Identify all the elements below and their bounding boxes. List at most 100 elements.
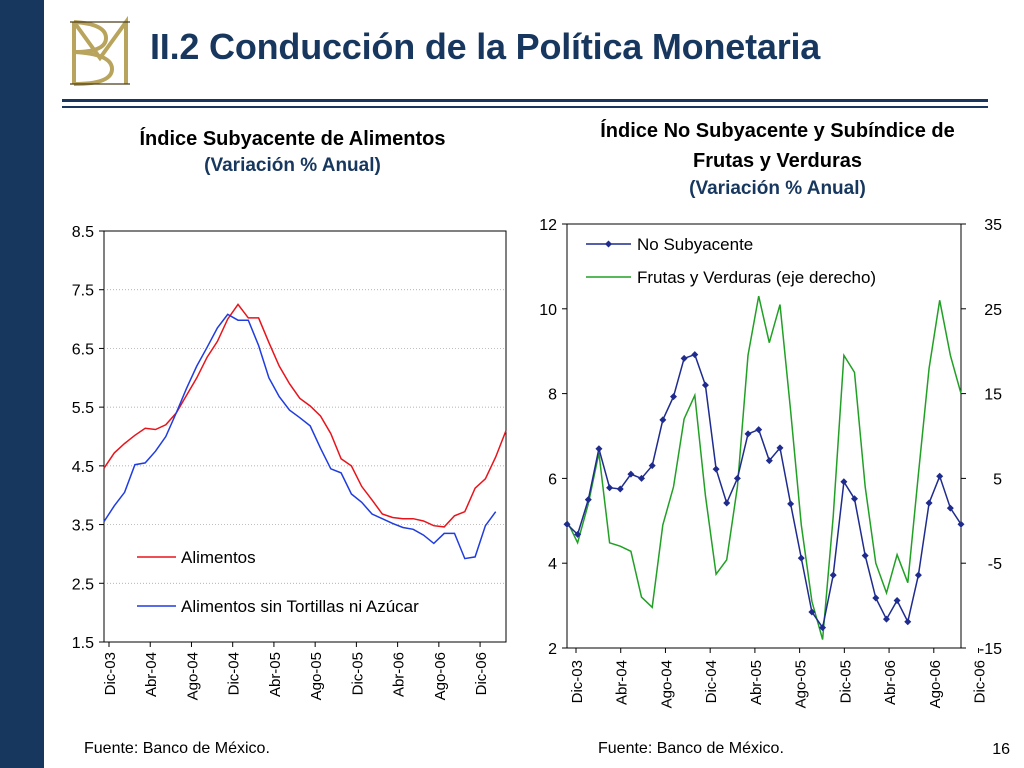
title-rule-thin [62, 106, 988, 108]
no-subyacente-point [776, 444, 784, 452]
no-subyacente-point [755, 426, 763, 434]
no-subyacente-point [861, 552, 869, 560]
left-y-tick-label: 8.5 [72, 224, 94, 241]
right-x-tick-label: Dic-06 [972, 660, 989, 703]
right-x-tick-label: Abr-06 [882, 660, 899, 705]
no-subyacente-point [957, 520, 965, 528]
left-y-tick-label: 1.5 [72, 635, 94, 652]
left-y-tick-label: 5.5 [72, 400, 94, 417]
left-x-tick-label: Abr-06 [391, 652, 408, 697]
no-subyacente-point [787, 500, 795, 508]
no-subyacente-point [638, 474, 646, 482]
left-x-tick-label: Dic-03 [102, 652, 119, 695]
right-y-left-tick-label: 10 [539, 302, 557, 319]
no-subyacente-point [882, 615, 890, 623]
left-chart-subtitle: (Variación % Anual) [204, 155, 381, 176]
left-x-tick-label: Abr-04 [143, 652, 160, 697]
series-line-frutas-verduras [566, 295, 962, 640]
no-subyacente-point [659, 416, 667, 424]
no-subyacente-point [808, 608, 816, 616]
no-subyacente-point [797, 554, 805, 562]
right-chart-title-line2: Frutas y Verduras [693, 150, 862, 172]
no-subyacente-point [563, 520, 571, 528]
no-subyacente-point [574, 530, 582, 538]
no-subyacente-point [904, 618, 912, 626]
right-x-tick-label: Abr-04 [614, 660, 631, 705]
right-chart-source: Fuente: Banco de México. [598, 740, 784, 757]
no-subyacente-point [627, 470, 635, 478]
right-chart-title-line1: Índice No Subyacente y Subíndice de [600, 120, 955, 142]
no-subyacente-point [712, 465, 720, 473]
no-subyacente-point [851, 495, 859, 503]
right-y-right-tick-label: -15 [979, 641, 1002, 658]
no-subyacente-point [872, 594, 880, 602]
right-legend-marker [605, 240, 612, 248]
title-rule-thick [62, 99, 988, 102]
right-y-left-tick-label: 4 [548, 556, 557, 573]
right-legend-label: No Subyacente [637, 235, 753, 254]
right-chart-title: Índice No Subyacente y Subíndice de Frut… [525, 116, 1024, 202]
no-subyacente-point [840, 478, 848, 486]
left-y-tick-label: 4.5 [72, 459, 94, 476]
no-subyacente-point [829, 571, 837, 579]
no-subyacente-point [691, 351, 699, 359]
right-x-tick-label: Dic-04 [703, 660, 720, 703]
no-subyacente-point [914, 571, 922, 579]
no-subyacente-point [680, 354, 688, 362]
no-subyacente-point [701, 381, 709, 389]
right-legend-label: Frutas y Verduras (eje derecho) [637, 268, 876, 287]
right-y-right-tick-label: 35 [984, 217, 1002, 234]
no-subyacente-point [648, 462, 656, 470]
left-y-tick-label: 7.5 [72, 283, 94, 300]
right-y-left-tick-label: 2 [548, 641, 557, 658]
no-subyacente-point [584, 496, 592, 504]
right-x-tick-label: Ago-06 [927, 660, 944, 708]
left-x-tick-label: Dic-05 [349, 652, 366, 695]
left-x-tick-label: Dic-04 [226, 652, 243, 695]
left-x-tick-label: Ago-06 [432, 652, 449, 700]
right-x-tick-label: Ago-04 [658, 660, 675, 708]
left-plot-frame [103, 230, 507, 643]
slide-title: II.2 Conducción de la Política Monetaria [150, 26, 821, 67]
right-x-tick-label: Dic-03 [569, 660, 586, 703]
left-x-tick-label: Dic-06 [473, 652, 490, 695]
no-subyacente-point [936, 472, 944, 480]
no-subyacente-point [616, 485, 624, 493]
left-legend-label: Alimentos [181, 548, 256, 567]
no-subyacente-point [595, 445, 603, 453]
right-y-left-tick-label: 6 [548, 471, 557, 488]
left-legend-label: Alimentos sin Tortillas ni Azúcar [181, 597, 419, 616]
no-subyacente-point [925, 499, 933, 507]
left-y-tick-label: 2.5 [72, 576, 94, 593]
series-line-alimentos-sin-tortillas [103, 313, 497, 560]
no-subyacente-point [819, 624, 827, 632]
left-y-tick-label: 3.5 [72, 518, 94, 535]
right-y-left-tick-label: 12 [539, 217, 557, 234]
no-subyacente-point [744, 430, 752, 438]
left-accent-bar [0, 0, 44, 768]
left-chart-title-text: Índice Subyacente de Alimentos [139, 128, 446, 150]
right-y-right-tick-label: 25 [984, 302, 1002, 319]
right-x-tick-label: Ago-05 [793, 660, 810, 708]
no-subyacente-point [723, 499, 731, 507]
banxico-logo [70, 15, 130, 86]
left-chart-source: Fuente: Banco de México. [84, 740, 270, 757]
no-subyacente-point [893, 597, 901, 605]
page-number: 16 [992, 741, 1010, 758]
right-y-left-tick-label: 8 [548, 387, 557, 404]
right-chart-subtitle: (Variación % Anual) [689, 178, 866, 199]
no-subyacente-point [765, 457, 773, 465]
right-plot-frame [566, 223, 962, 649]
no-subyacente-point [669, 393, 677, 401]
right-y-right-tick-label: -5 [988, 556, 1002, 573]
right-y-right-tick-label: 15 [984, 387, 1002, 404]
left-x-tick-label: Ago-05 [308, 652, 325, 700]
right-x-tick-label: Abr-05 [748, 660, 765, 705]
left-y-tick-label: 6.5 [72, 341, 94, 358]
right-y-right-tick-label: 5 [993, 471, 1002, 488]
left-x-tick-label: Ago-04 [184, 652, 201, 700]
right-x-tick-label: Dic-05 [837, 660, 854, 703]
left-chart-title: Índice Subyacente de Alimentos (Variació… [70, 124, 515, 178]
no-subyacente-point [946, 504, 954, 512]
